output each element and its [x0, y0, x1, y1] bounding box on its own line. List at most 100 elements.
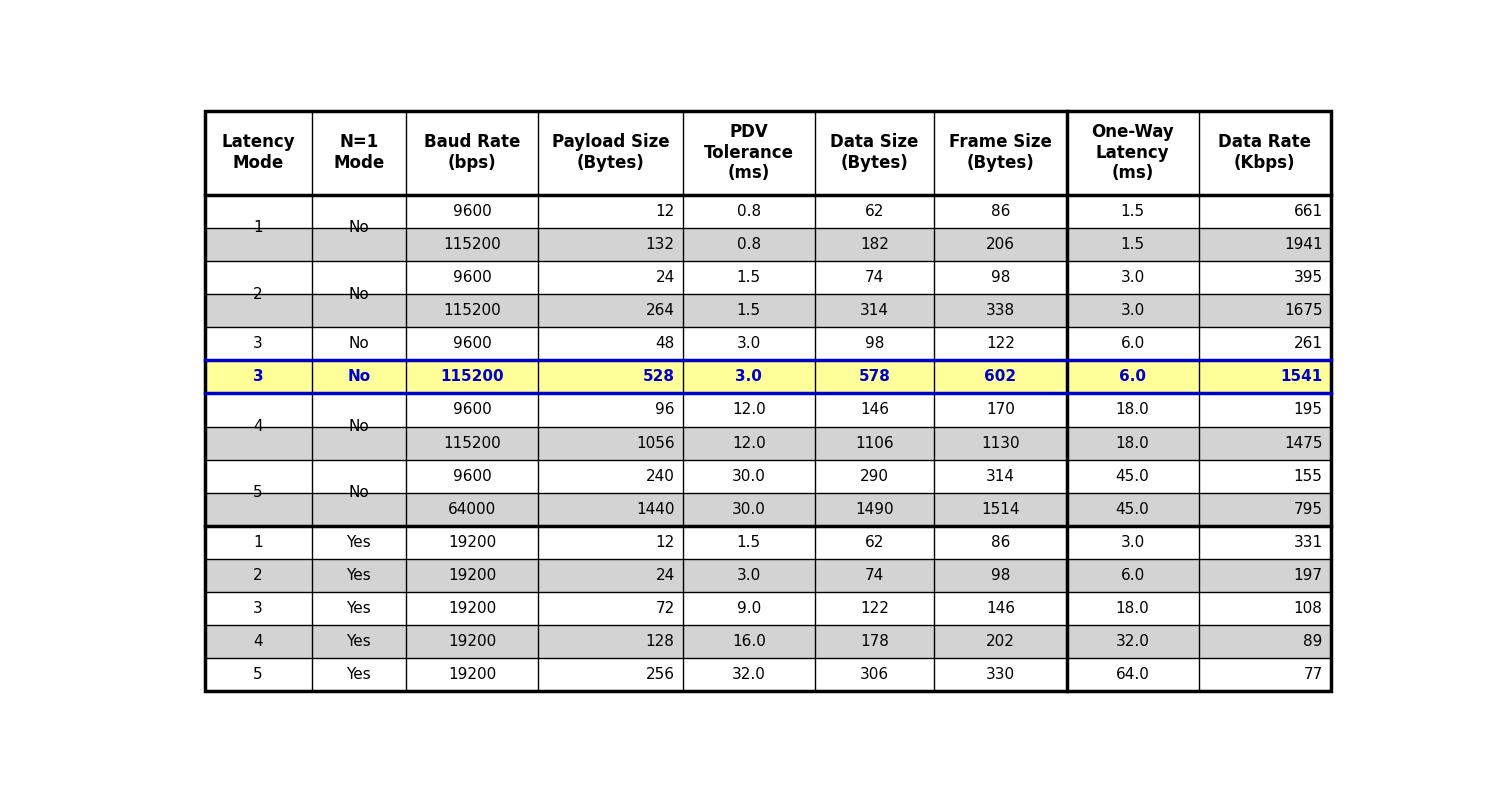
- Text: 195: 195: [1294, 403, 1323, 418]
- Text: N=1
Mode: N=1 Mode: [333, 133, 385, 172]
- Text: 331: 331: [1294, 535, 1323, 550]
- Text: 132: 132: [646, 237, 674, 252]
- Text: No: No: [348, 369, 370, 384]
- Text: 6.0: 6.0: [1121, 337, 1144, 351]
- Text: 18.0: 18.0: [1116, 436, 1149, 450]
- Text: 32.0: 32.0: [733, 667, 765, 682]
- Text: 12: 12: [656, 535, 674, 550]
- Bar: [205, 559, 1330, 592]
- Text: 240: 240: [646, 468, 674, 484]
- Text: 89: 89: [1303, 634, 1323, 649]
- Text: 62: 62: [864, 535, 884, 550]
- Text: 256: 256: [646, 667, 674, 682]
- Text: 9600: 9600: [452, 204, 491, 219]
- Text: 86: 86: [990, 204, 1010, 219]
- Text: No: No: [349, 221, 369, 235]
- Text: 4: 4: [253, 419, 264, 434]
- Text: 0.8: 0.8: [737, 237, 761, 252]
- Text: 1130: 1130: [981, 436, 1020, 450]
- Text: 64.0: 64.0: [1116, 667, 1149, 682]
- Bar: [205, 360, 1330, 393]
- Text: 86: 86: [990, 535, 1010, 550]
- Text: No: No: [349, 337, 369, 351]
- Text: 12: 12: [656, 204, 674, 219]
- Text: 1: 1: [253, 221, 264, 235]
- Text: 314: 314: [986, 468, 1016, 484]
- Bar: [205, 460, 1330, 493]
- Text: 19200: 19200: [448, 568, 496, 583]
- Text: 1675: 1675: [1284, 303, 1323, 318]
- Text: 19200: 19200: [448, 634, 496, 649]
- Text: 3.0: 3.0: [1121, 303, 1144, 318]
- Text: 261: 261: [1294, 337, 1323, 351]
- Text: 18.0: 18.0: [1116, 601, 1149, 616]
- Text: 48: 48: [656, 337, 674, 351]
- Text: 115200: 115200: [443, 436, 500, 450]
- Text: 1.5: 1.5: [1121, 204, 1144, 219]
- Text: 16.0: 16.0: [733, 634, 765, 649]
- Text: 45.0: 45.0: [1116, 502, 1149, 517]
- Text: 9600: 9600: [452, 403, 491, 418]
- Text: 1.5: 1.5: [737, 303, 761, 318]
- Text: 3.0: 3.0: [737, 337, 761, 351]
- Text: 2: 2: [253, 287, 264, 302]
- Text: 3.0: 3.0: [1121, 535, 1144, 550]
- Text: 72: 72: [656, 601, 674, 616]
- Text: 0.8: 0.8: [737, 204, 761, 219]
- Text: 1056: 1056: [637, 436, 674, 450]
- Text: 98: 98: [990, 568, 1010, 583]
- Text: 32.0: 32.0: [1116, 634, 1149, 649]
- Text: 3: 3: [253, 337, 264, 351]
- Text: 1.5: 1.5: [737, 270, 761, 285]
- Text: No: No: [349, 287, 369, 302]
- Text: 12.0: 12.0: [733, 436, 765, 450]
- Text: 182: 182: [860, 237, 890, 252]
- Text: 9.0: 9.0: [737, 601, 761, 616]
- Bar: [205, 294, 1330, 327]
- Text: 2: 2: [253, 568, 264, 583]
- Text: 115200: 115200: [443, 237, 500, 252]
- Text: 24: 24: [656, 568, 674, 583]
- Text: 1106: 1106: [855, 436, 894, 450]
- Text: 128: 128: [646, 634, 674, 649]
- Text: 4: 4: [253, 634, 264, 649]
- Text: 19200: 19200: [448, 535, 496, 550]
- Text: 178: 178: [860, 634, 890, 649]
- Text: Yes: Yes: [346, 667, 372, 682]
- Text: 661: 661: [1294, 204, 1323, 219]
- Text: 1.5: 1.5: [1121, 237, 1144, 252]
- Text: 24: 24: [656, 270, 674, 285]
- Text: 578: 578: [858, 369, 891, 384]
- Text: Yes: Yes: [346, 535, 372, 550]
- Text: 108: 108: [1294, 601, 1323, 616]
- Text: 115200: 115200: [440, 369, 503, 384]
- Text: One-Way
Latency
(ms): One-Way Latency (ms): [1091, 123, 1174, 183]
- Text: PDV
Tolerance
(ms): PDV Tolerance (ms): [704, 123, 794, 183]
- Text: 395: 395: [1294, 270, 1323, 285]
- Text: 98: 98: [864, 337, 884, 351]
- Text: 74: 74: [864, 568, 884, 583]
- Text: 6.0: 6.0: [1119, 369, 1146, 384]
- Text: No: No: [349, 419, 369, 434]
- Bar: [205, 327, 1330, 360]
- Text: 115200: 115200: [443, 303, 500, 318]
- Text: 206: 206: [986, 237, 1016, 252]
- Bar: [205, 393, 1330, 426]
- Text: 6.0: 6.0: [1121, 568, 1144, 583]
- Bar: [205, 526, 1330, 559]
- Text: 3.0: 3.0: [1121, 270, 1144, 285]
- Text: 197: 197: [1294, 568, 1323, 583]
- Bar: [205, 426, 1330, 460]
- Text: Data Rate
(Kbps): Data Rate (Kbps): [1218, 133, 1311, 172]
- Text: 74: 74: [864, 270, 884, 285]
- Text: 314: 314: [860, 303, 890, 318]
- Bar: [205, 592, 1330, 625]
- Text: 98: 98: [990, 270, 1010, 285]
- Text: 122: 122: [860, 601, 890, 616]
- Text: 64000: 64000: [448, 502, 496, 517]
- Text: 1514: 1514: [981, 502, 1020, 517]
- Text: Frame Size
(Bytes): Frame Size (Bytes): [950, 133, 1052, 172]
- Bar: [205, 658, 1330, 692]
- Text: 3: 3: [253, 369, 264, 384]
- Text: 19200: 19200: [448, 601, 496, 616]
